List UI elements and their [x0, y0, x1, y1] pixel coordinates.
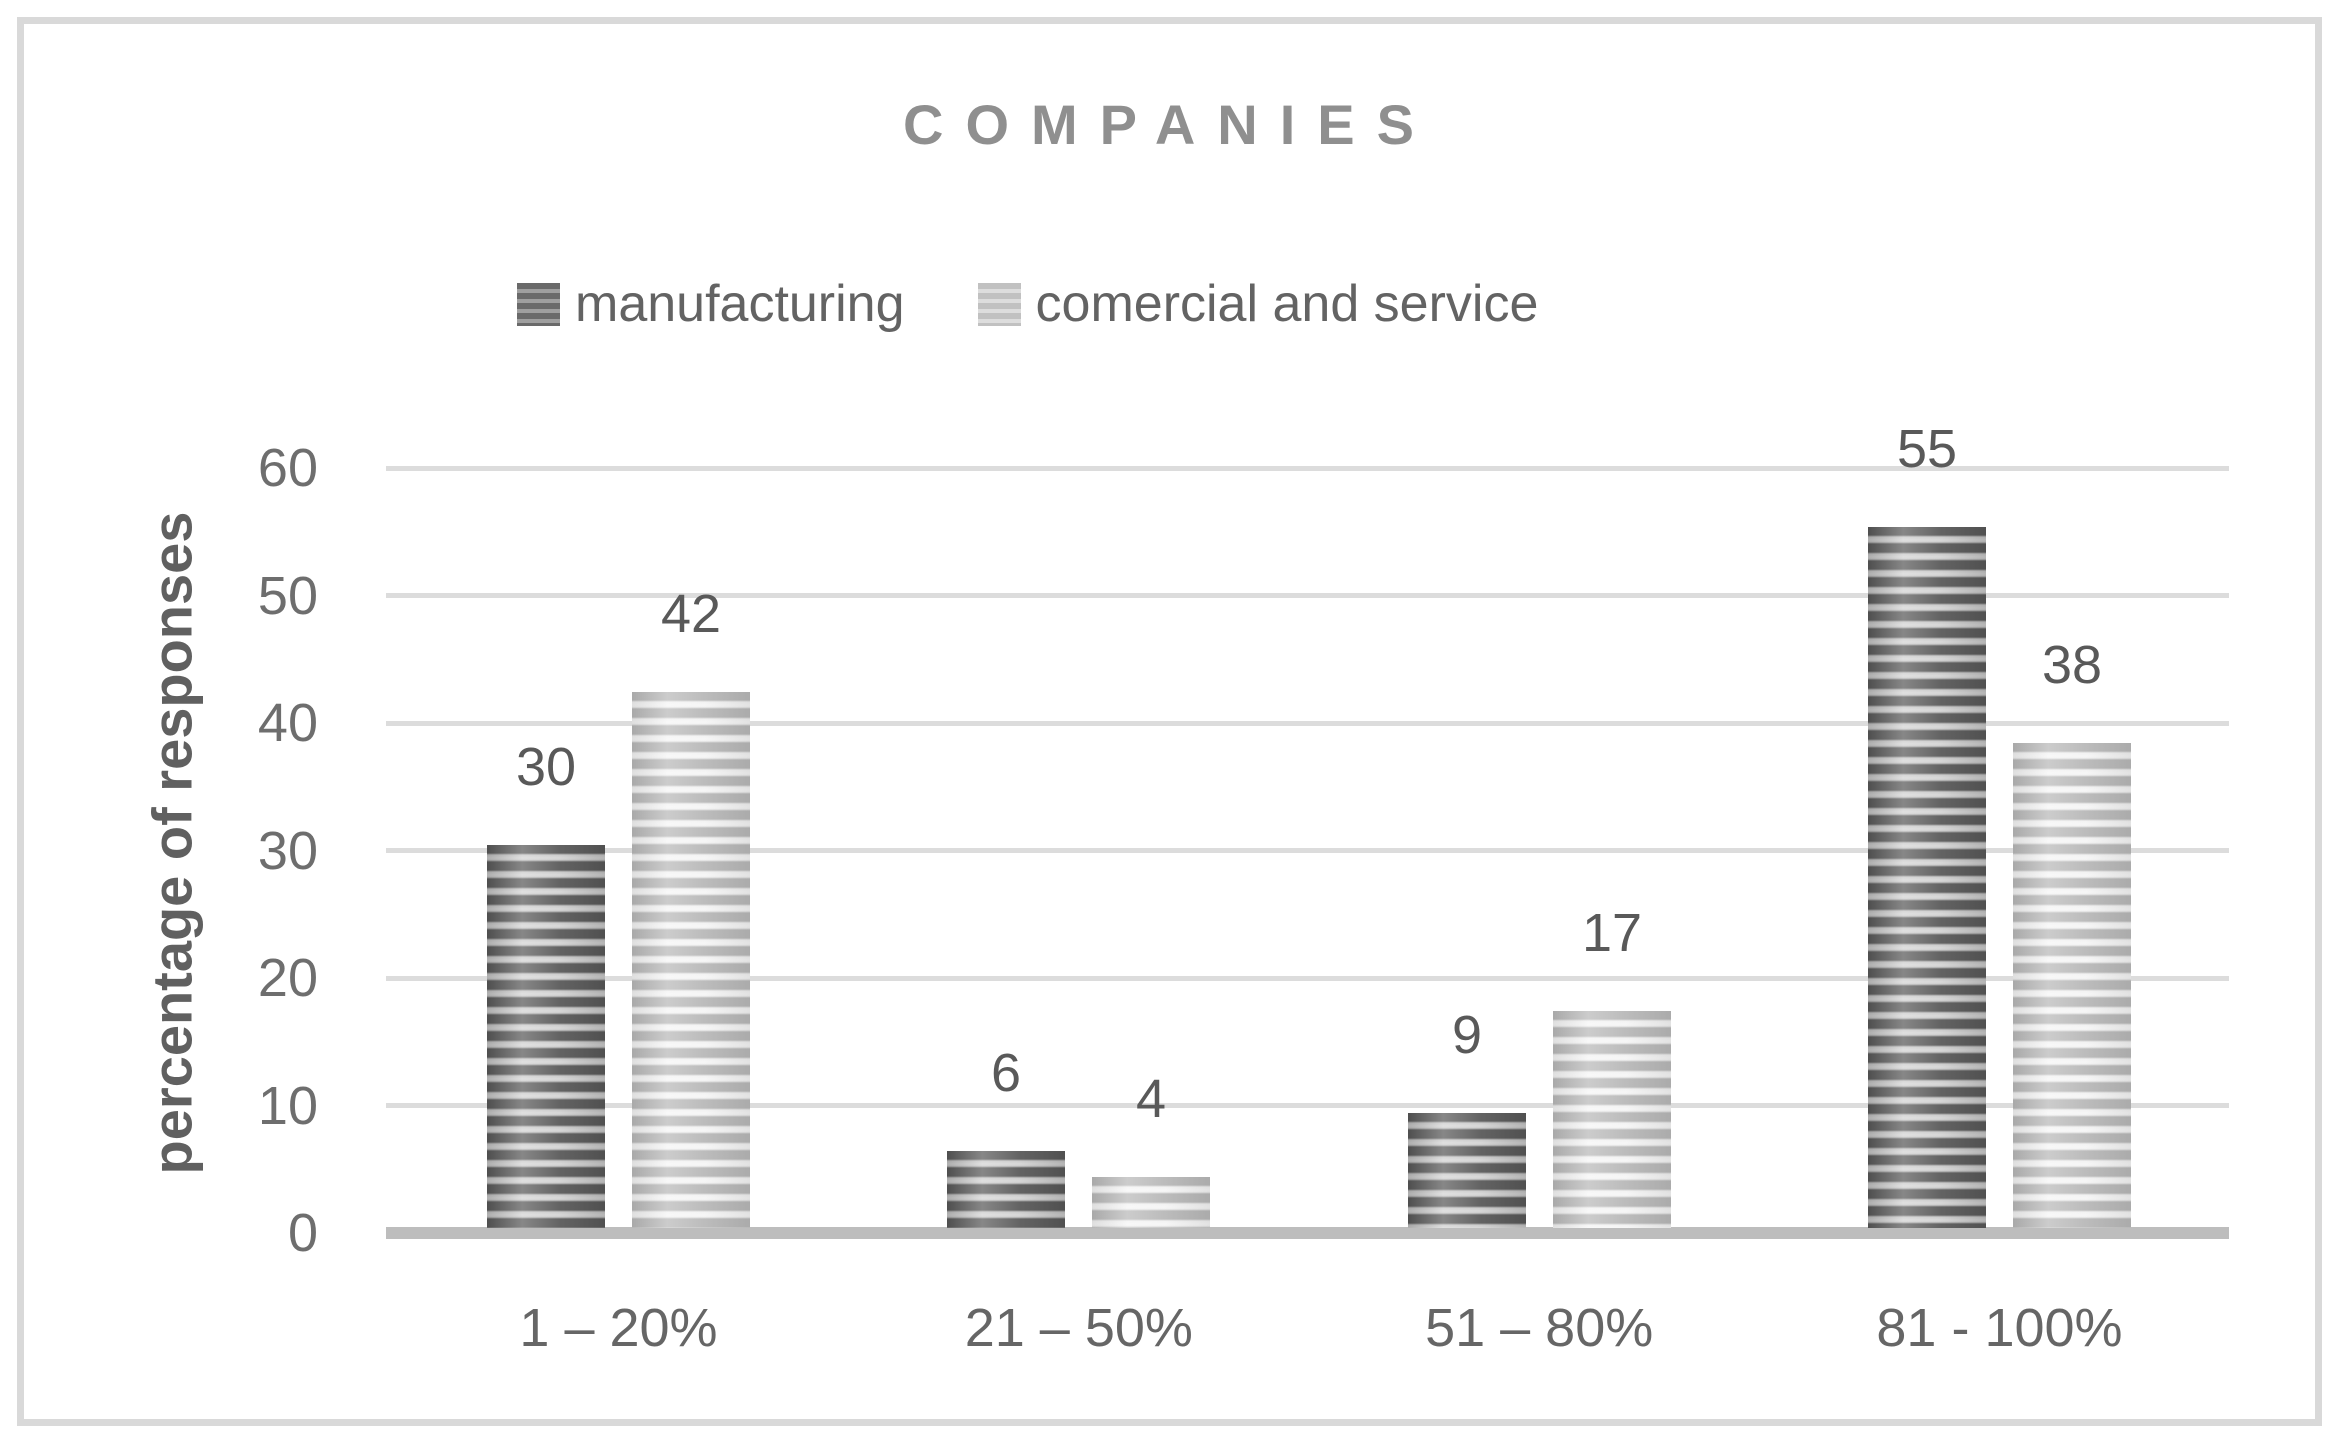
chart-frame: [17, 17, 2322, 1426]
bar: [1553, 1011, 1671, 1228]
x-tick-label: 81 - 100%: [1876, 1298, 2123, 1358]
y-tick-label: 10: [257, 1075, 318, 1136]
bar: [1868, 527, 1986, 1228]
y-tick-label: 30: [257, 820, 318, 881]
data-label: 55: [1896, 419, 1958, 479]
y-tick-label: 50: [257, 565, 318, 626]
bar: [632, 692, 750, 1228]
legend: manufacturing comercial and service: [517, 278, 1538, 330]
data-label: 4: [1135, 1069, 1167, 1129]
legend-label: manufacturing: [575, 275, 905, 333]
data-label: 17: [1581, 903, 1643, 963]
data-label: 38: [2041, 635, 2103, 695]
gridline: [386, 1103, 2229, 1108]
bar: [2013, 743, 2131, 1228]
legend-item-manufacturing: manufacturing: [517, 278, 905, 330]
x-axis-line: [386, 1227, 2229, 1239]
bar: [1408, 1113, 1526, 1228]
plot-area: 30 42 6 4 9 17 55 38: [386, 412, 2229, 1228]
data-label: 30: [515, 737, 577, 797]
comercial-and-service-swatch-icon: [977, 282, 1021, 326]
gridline: [386, 848, 2229, 853]
legend-item-comercial-and-service: comercial and service: [977, 275, 1539, 333]
bar: [947, 1151, 1065, 1228]
y-tick-label: 20: [257, 948, 318, 1008]
chart-title: COMPANIES: [903, 93, 1436, 156]
gridline: [386, 975, 2229, 981]
data-label: 42: [660, 584, 722, 644]
data-label: 6: [990, 1043, 1022, 1103]
y-tick-label: 60: [257, 438, 318, 498]
bar: [1092, 1177, 1210, 1228]
x-tick-label: 1 – 20%: [519, 1298, 718, 1358]
gridline: [386, 720, 2229, 726]
y-tick-label: 40: [257, 693, 318, 753]
gridline: [386, 465, 2229, 471]
x-tick-label: 21 – 50%: [964, 1298, 1193, 1358]
bar: [487, 845, 605, 1228]
legend-label: comercial and service: [1035, 275, 1539, 333]
x-tick-label: 51 – 80%: [1425, 1298, 1654, 1358]
gridline: [386, 593, 2229, 598]
data-label: 9: [1451, 1005, 1483, 1065]
y-tick-label: 0: [287, 1203, 318, 1263]
manufacturing-swatch-icon: [517, 282, 560, 326]
